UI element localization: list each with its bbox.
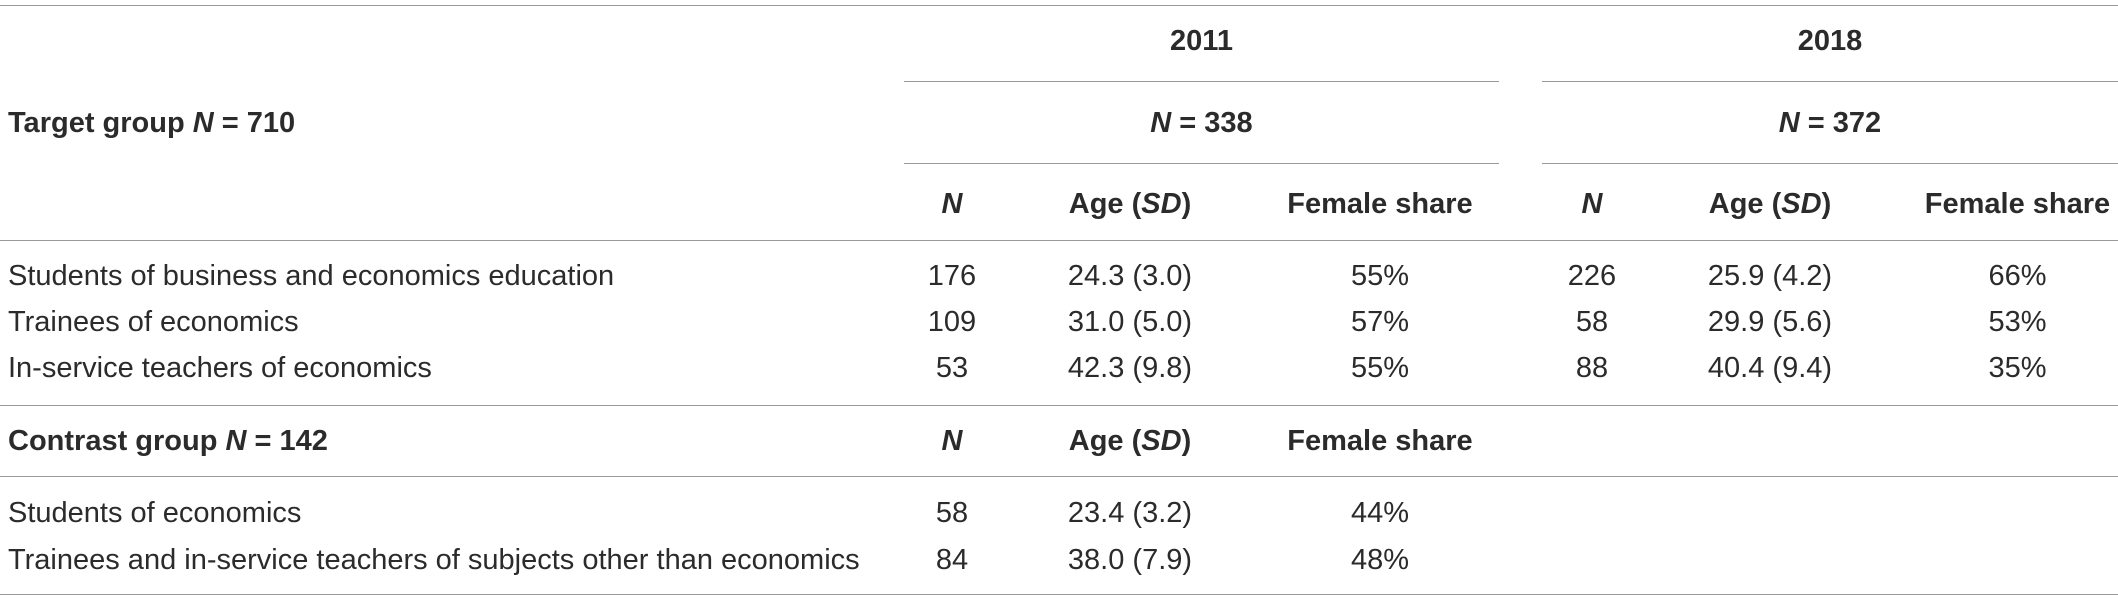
- cell-female-2011: 55%: [1350, 352, 1410, 384]
- cell-female-2018: 53%: [1988, 306, 2047, 338]
- year-2018-header: 2018: [1797, 25, 1863, 57]
- cell-female-2011: 55%: [1350, 260, 1410, 292]
- cell-age-2011: 24.3 (3.0): [1067, 260, 1193, 292]
- cell-age-2018: 29.9 (5.6): [1707, 306, 1833, 338]
- row-label: Trainees and in-service teachers of subj…: [8, 544, 860, 576]
- cell-n-2018: 58: [1575, 306, 1609, 338]
- cell-n-2011: 109: [927, 306, 977, 338]
- rule-bottom: [0, 594, 2118, 595]
- cell-n-2011: 176: [927, 260, 977, 292]
- cell-n-2018: 226: [1567, 260, 1617, 292]
- cell-n: 58: [935, 497, 969, 529]
- contrast-col-n: N: [941, 425, 963, 457]
- cell-female: 48%: [1350, 544, 1410, 576]
- col-female-2018: Female share: [1924, 188, 2111, 220]
- rule-2011-n: [904, 163, 1499, 164]
- cell-female-2011: 57%: [1350, 306, 1410, 338]
- cell-age-2018: 40.4 (9.4): [1707, 352, 1833, 384]
- row-label: Students of economics: [8, 497, 302, 529]
- contrast-col-age: Age (SD): [1068, 425, 1192, 457]
- rule-target-bottom: [0, 405, 2118, 406]
- year-2011-header: 2011: [1170, 25, 1233, 57]
- n-2011-header: N = 338: [1150, 107, 1253, 139]
- col-age-2018: Age (SD): [1708, 188, 1832, 220]
- row-label: Trainees of economics: [8, 306, 299, 338]
- row-label: Students of business and economics educa…: [8, 260, 615, 292]
- cell-n: 84: [935, 544, 969, 576]
- col-age-2011: Age (SD): [1068, 188, 1192, 220]
- target-group-label: Target group N = 710: [8, 107, 296, 139]
- cell-age: 23.4 (3.2): [1067, 497, 1193, 529]
- cell-n-2011: 53: [935, 352, 969, 384]
- rule-top: [0, 5, 2118, 6]
- rule-2018-year: [1542, 81, 2118, 82]
- col-n-2011: N: [941, 188, 963, 220]
- rule-header-bottom: [0, 240, 2118, 241]
- cell-age-2018: 25.9 (4.2): [1707, 260, 1833, 292]
- col-n-2018: N: [1581, 188, 1603, 220]
- rule-2011-year: [904, 81, 1499, 82]
- rule-2018-n: [1542, 163, 2118, 164]
- cell-n-2018: 88: [1575, 352, 1609, 384]
- rule-contrast-header-bottom: [0, 476, 2118, 477]
- cell-age-2011: 31.0 (5.0): [1067, 306, 1193, 338]
- contrast-group-label: Contrast group N = 142: [8, 425, 328, 457]
- cell-female: 44%: [1350, 497, 1410, 529]
- cell-age: 38.0 (7.9): [1067, 544, 1193, 576]
- row-label: In-service teachers of economics: [8, 352, 432, 384]
- contrast-col-female: Female share: [1287, 425, 1473, 457]
- col-female-2011: Female share: [1287, 188, 1473, 220]
- cell-age-2011: 42.3 (9.8): [1067, 352, 1193, 384]
- cell-female-2018: 35%: [1988, 352, 2047, 384]
- n-2018-header: N = 372: [1778, 107, 1882, 139]
- cell-female-2018: 66%: [1988, 260, 2047, 292]
